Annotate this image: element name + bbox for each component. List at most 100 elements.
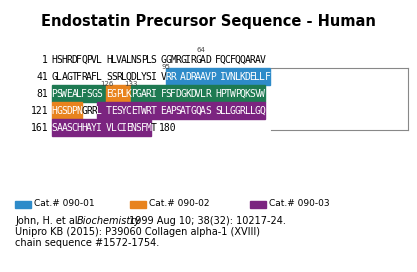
Text: T: T <box>225 89 231 99</box>
Text: P: P <box>220 89 226 99</box>
Text: 95: 95 <box>161 64 170 70</box>
Text: G: G <box>235 106 241 116</box>
Text: E: E <box>161 106 166 116</box>
Text: G: G <box>111 89 117 99</box>
Text: R: R <box>190 72 196 82</box>
Text: A: A <box>180 106 186 116</box>
Text: S: S <box>106 72 112 82</box>
Text: A: A <box>86 123 92 133</box>
Text: I: I <box>220 72 226 82</box>
Text: S: S <box>136 123 141 133</box>
Text: Q: Q <box>259 106 265 116</box>
Text: V: V <box>91 55 97 65</box>
Text: M: M <box>146 123 151 133</box>
Text: R: R <box>249 55 255 65</box>
Text: A: A <box>200 72 206 82</box>
Bar <box>131 85 265 102</box>
Text: S: S <box>215 106 221 116</box>
Text: I: I <box>185 55 191 65</box>
Text: L: L <box>146 55 151 65</box>
Text: L: L <box>245 106 251 116</box>
Text: S: S <box>61 106 67 116</box>
Text: 180: 180 <box>159 123 176 133</box>
Text: D: D <box>205 55 211 65</box>
Text: Q: Q <box>220 55 226 65</box>
Text: G: G <box>56 106 63 116</box>
Text: V: V <box>254 89 260 99</box>
Text: G: G <box>136 89 141 99</box>
Text: Cat.# 090-02: Cat.# 090-02 <box>149 199 209 209</box>
Text: P: P <box>71 106 77 116</box>
Bar <box>130 200 146 208</box>
Text: G: G <box>254 106 260 116</box>
Text: 41: 41 <box>36 72 48 82</box>
Text: H: H <box>52 55 58 65</box>
Text: P: P <box>141 55 146 65</box>
Text: K: K <box>240 72 246 82</box>
Text: A: A <box>200 55 206 65</box>
Text: G: G <box>230 106 236 116</box>
Text: H: H <box>52 106 58 116</box>
Text: S: S <box>86 89 92 99</box>
Text: L: L <box>121 89 127 99</box>
Text: G: G <box>91 89 97 99</box>
Text: L: L <box>96 106 102 116</box>
Text: M: M <box>170 55 176 65</box>
Text: E: E <box>66 89 72 99</box>
Text: G: G <box>52 72 58 82</box>
Text: A: A <box>61 72 67 82</box>
Bar <box>166 68 270 85</box>
Text: R: R <box>91 106 97 116</box>
Text: S: S <box>146 72 151 82</box>
Text: S: S <box>136 55 141 65</box>
Text: R: R <box>66 55 72 65</box>
Text: P: P <box>86 55 92 65</box>
Text: S: S <box>175 106 181 116</box>
Text: A: A <box>121 55 127 65</box>
Text: P: P <box>210 72 216 82</box>
Text: Q: Q <box>240 55 246 65</box>
Text: L: L <box>126 55 132 65</box>
Text: G: G <box>190 106 196 116</box>
Text: F: F <box>215 55 221 65</box>
Text: 1: 1 <box>42 55 48 65</box>
Text: S: S <box>96 89 102 99</box>
Text: C: C <box>116 123 122 133</box>
Text: A: A <box>195 72 201 82</box>
Text: S: S <box>205 106 211 116</box>
Text: T: T <box>71 72 77 82</box>
Text: P: P <box>52 89 58 99</box>
Text: T: T <box>185 106 191 116</box>
Text: Q: Q <box>235 55 241 65</box>
Text: N: N <box>230 72 236 82</box>
Text: L: L <box>121 72 127 82</box>
Text: A: A <box>141 89 146 99</box>
Text: G: G <box>180 89 186 99</box>
Text: E: E <box>111 106 117 116</box>
Bar <box>250 200 266 208</box>
Text: R: R <box>86 106 92 116</box>
Text: K: K <box>185 89 191 99</box>
Text: A: A <box>254 55 260 65</box>
Text: W: W <box>230 89 236 99</box>
Text: S: S <box>166 89 171 99</box>
Bar <box>106 85 131 102</box>
Text: R: R <box>190 55 196 65</box>
Text: S: S <box>52 123 58 133</box>
Bar <box>52 102 82 119</box>
Text: Y: Y <box>141 72 146 82</box>
Text: R: R <box>240 106 246 116</box>
Text: A: A <box>200 106 206 116</box>
Text: R: R <box>146 106 151 116</box>
Text: L: L <box>136 72 141 82</box>
Text: T: T <box>151 106 156 116</box>
Text: L: L <box>76 89 82 99</box>
Text: H: H <box>61 55 67 65</box>
Text: S: S <box>111 72 117 82</box>
Text: W: W <box>259 89 265 99</box>
Text: Q: Q <box>240 89 246 99</box>
Text: . 1999 Aug 10; 38(32): 10217-24.: . 1999 Aug 10; 38(32): 10217-24. <box>123 216 286 226</box>
Text: E: E <box>249 72 255 82</box>
Text: R: R <box>146 89 151 99</box>
Text: V: V <box>106 123 112 133</box>
